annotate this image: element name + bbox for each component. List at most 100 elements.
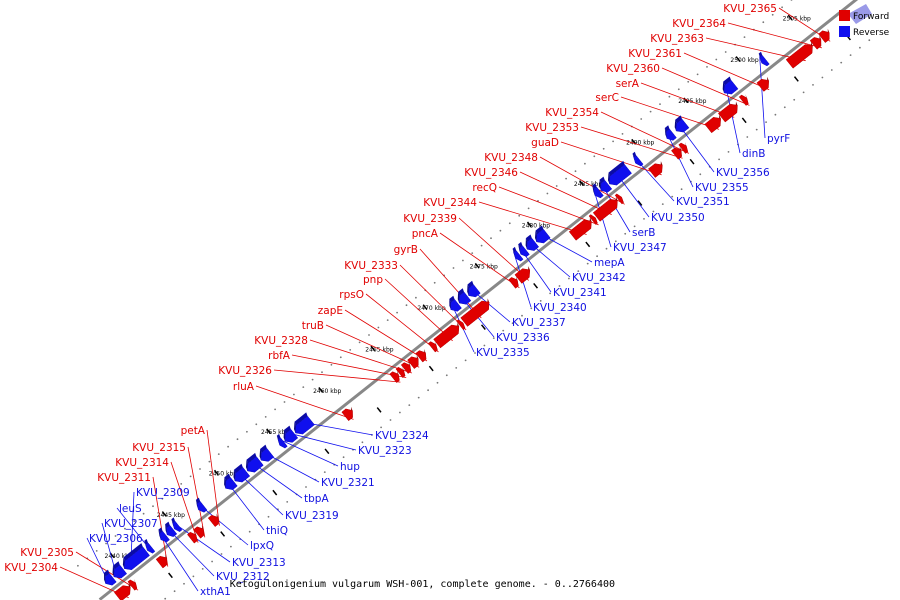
guide-dot xyxy=(715,58,718,61)
label-leader-lines xyxy=(59,7,831,599)
gene-KVU_2312[interactable] xyxy=(165,521,178,537)
gene-KVU_2342[interactable] xyxy=(525,234,540,251)
gene-KVU_2344[interactable] xyxy=(568,217,592,241)
gene-KVU_2305[interactable] xyxy=(127,578,138,591)
gene-KVU_2351[interactable] xyxy=(632,151,644,167)
guide-dot xyxy=(549,292,551,295)
gene-KVU_2364[interactable] xyxy=(809,35,822,50)
gene-arrow-body xyxy=(113,564,128,579)
guide-dot xyxy=(640,118,643,120)
gene-KVU_2340[interactable] xyxy=(512,246,524,262)
gene-tbpA[interactable] xyxy=(246,452,264,473)
gene-label-KVU_2307: KVU_2307 xyxy=(104,518,158,530)
gene-KVU_2346[interactable] xyxy=(592,196,618,222)
gene-KVU_2354[interactable] xyxy=(678,142,689,154)
gene-leuS[interactable] xyxy=(144,539,156,554)
gene-KVU_2307[interactable] xyxy=(112,561,128,579)
gene-KVU_2356[interactable] xyxy=(674,115,690,133)
gene-KVU_2353[interactable] xyxy=(671,146,682,160)
leader-line xyxy=(560,141,662,176)
gene-KVU_2335[interactable] xyxy=(449,295,462,312)
guide-dot xyxy=(183,582,185,585)
gene-KVU_2309[interactable] xyxy=(122,543,150,571)
gene-zapE[interactable] xyxy=(415,348,427,363)
guide-dot xyxy=(621,133,624,135)
gene-KVU_2324[interactable] xyxy=(294,412,315,435)
gene-KVU_2333[interactable] xyxy=(456,319,466,331)
gene-rpsO[interactable] xyxy=(427,340,438,353)
gene-KVU_2326[interactable] xyxy=(389,370,400,383)
gene-arrow-top xyxy=(675,115,683,124)
gene-KVU_2323[interactable] xyxy=(283,425,299,443)
gene-label-KVU_2356: KVU_2356 xyxy=(716,167,770,179)
gene-KVU_2337[interactable] xyxy=(467,280,481,298)
gene-thiQ[interactable] xyxy=(224,473,238,490)
gene-arrow-body xyxy=(633,155,644,167)
gene-label-recQ: recQ xyxy=(472,182,497,194)
gene-label-KVU_2305: KVU_2305 xyxy=(20,547,74,559)
gene-serB[interactable] xyxy=(599,176,613,193)
gene-KVU_2314[interactable] xyxy=(187,530,198,544)
gene-arrow-top xyxy=(294,412,308,426)
gene-KVU_2355[interactable] xyxy=(664,125,677,141)
gene-arrow-body xyxy=(105,573,117,586)
guide-dot xyxy=(415,296,417,299)
gene-KVU_2315[interactable] xyxy=(193,525,205,539)
gene-KVU_2319[interactable] xyxy=(233,463,251,483)
gene-arrows xyxy=(104,4,872,600)
gene-label-xthA1: xthA1 xyxy=(200,586,231,598)
guide-dot xyxy=(164,597,167,600)
gene-KVU_2313[interactable] xyxy=(171,517,183,532)
gene-KVU_2347[interactable] xyxy=(592,183,604,199)
gene-pnp[interactable] xyxy=(433,322,460,349)
gene-label-KVU_2339: KVU_2339 xyxy=(403,213,457,225)
kbp-tick xyxy=(370,345,376,352)
gene-KVU_2339[interactable] xyxy=(514,266,531,284)
gene-label-KVU_2336: KVU_2336 xyxy=(496,332,550,344)
gene-label-pnp: pnp xyxy=(363,274,383,286)
guide-dot xyxy=(652,210,655,213)
gene-KVU_2348[interactable] xyxy=(614,193,624,205)
gene-KVU_2350[interactable] xyxy=(608,160,632,186)
gene-KVU_2361[interactable] xyxy=(756,76,769,92)
gene-pncA[interactable] xyxy=(508,276,519,289)
gene-KVU_2304[interactable] xyxy=(113,583,131,600)
gene-arrow-top xyxy=(104,569,110,577)
gene-KVU_2365[interactable] xyxy=(818,28,830,43)
gene-KVU_2321[interactable] xyxy=(259,444,275,462)
gene-label-KVU_2326: KVU_2326 xyxy=(218,365,272,377)
gene-KVU_2336[interactable] xyxy=(457,288,472,305)
gene-rbfA[interactable] xyxy=(395,366,406,379)
gene-xthA1[interactable] xyxy=(158,527,170,543)
gene-pyrF[interactable] xyxy=(758,51,770,67)
gene-KVU_2341[interactable] xyxy=(518,241,530,257)
gene-mepA[interactable] xyxy=(535,225,551,244)
gene-KVU_2306[interactable] xyxy=(104,569,117,586)
gene-KVU_2311[interactable] xyxy=(155,554,168,569)
guide-dot xyxy=(614,240,617,243)
gene-petA[interactable] xyxy=(207,513,219,527)
guide-dot xyxy=(633,225,636,228)
gene-rluA[interactable] xyxy=(341,406,353,422)
guide-dot xyxy=(417,396,420,399)
gene-arrow-top xyxy=(123,543,143,562)
gene-serC[interactable] xyxy=(704,114,721,134)
gene-guaD[interactable] xyxy=(648,161,663,178)
gene-lpxQ[interactable] xyxy=(195,497,208,513)
kbp-tick xyxy=(213,469,219,476)
gene-KVU_2363[interactable] xyxy=(785,41,813,69)
gene-serA[interactable] xyxy=(717,101,738,123)
gene-arrow-body xyxy=(193,526,205,539)
leader-line xyxy=(661,67,750,106)
gene-dinB[interactable] xyxy=(722,76,739,95)
gene-label-dinB: dinB xyxy=(742,148,765,160)
kbp-tick-label: 2485 kbp xyxy=(574,181,602,188)
gene-gyrB[interactable] xyxy=(460,298,490,327)
guide-dot xyxy=(305,486,307,488)
gene-KVU_2360[interactable] xyxy=(738,94,749,106)
gene-recQ[interactable] xyxy=(588,214,598,225)
gene-hup[interactable] xyxy=(276,433,288,449)
gene-arrow-body xyxy=(809,37,822,50)
gene-KVU_2328[interactable] xyxy=(400,361,412,374)
gene-truB[interactable] xyxy=(407,354,419,369)
